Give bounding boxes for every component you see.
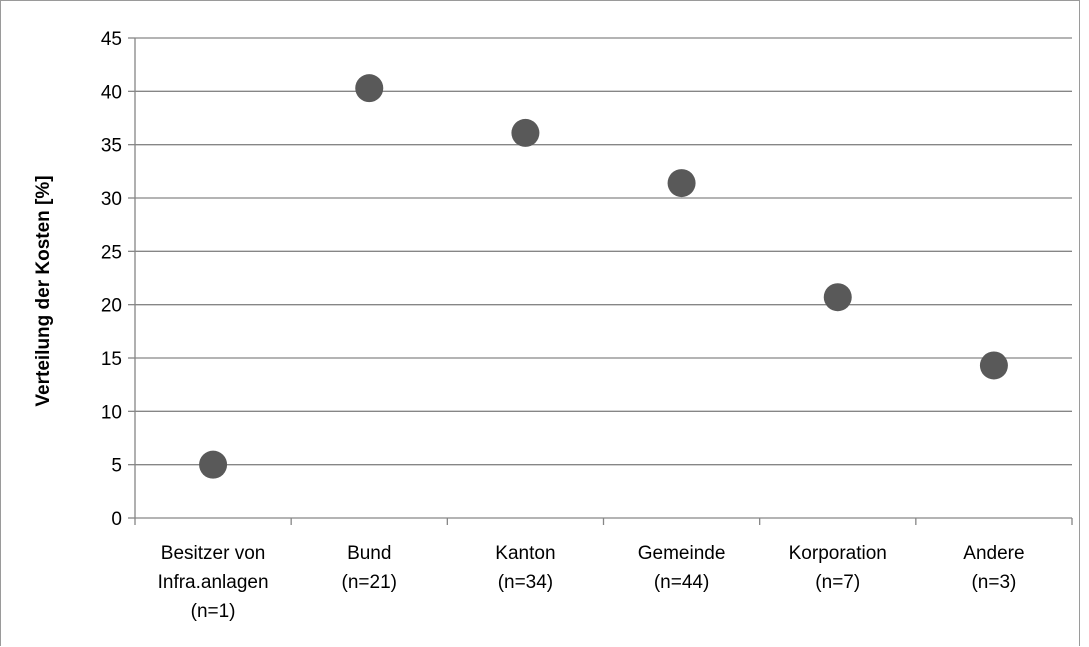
- y-tick-label: 40: [101, 82, 122, 103]
- y-tick-label: 0: [111, 509, 122, 530]
- y-tick-label: 10: [101, 402, 122, 423]
- y-tick-label: 15: [101, 349, 122, 370]
- y-tick-label: 20: [101, 296, 122, 317]
- y-tick-label: 35: [101, 136, 122, 157]
- x-tick-label: Kanton (n=34): [495, 543, 555, 593]
- y-tick-label: 5: [111, 456, 122, 477]
- x-tick-label: Besitzer von Infra.anlagen (n=1): [158, 543, 269, 622]
- gridlines: [135, 37, 1072, 466]
- y-tick-labels: 0 5 10 15 20 25 30 35 40 45: [101, 29, 122, 530]
- data-points: [199, 74, 1008, 479]
- data-point: [979, 351, 1008, 380]
- y-tick-label: 30: [101, 189, 122, 210]
- axes: [128, 37, 1073, 525]
- x-tick-label: Andere (n=3): [963, 543, 1024, 593]
- x-tick-labels: Besitzer von Infra.anlagen (n=1) Bund (n=21)…: [158, 543, 1025, 622]
- y-axis-title: Verteilung der Kosten [%]: [33, 175, 54, 406]
- y-tick-label: 45: [101, 29, 122, 50]
- x-tick-label: Korporation (n=7): [789, 543, 887, 593]
- data-point: [667, 169, 696, 198]
- data-point: [355, 74, 384, 103]
- x-tick-label: Bund (n=21): [342, 543, 397, 593]
- data-point: [823, 283, 852, 312]
- x-tick-label: Gemeinde (n=44): [638, 543, 726, 593]
- y-tick-label: 25: [101, 242, 122, 263]
- data-point: [511, 118, 540, 147]
- data-point: [199, 450, 228, 479]
